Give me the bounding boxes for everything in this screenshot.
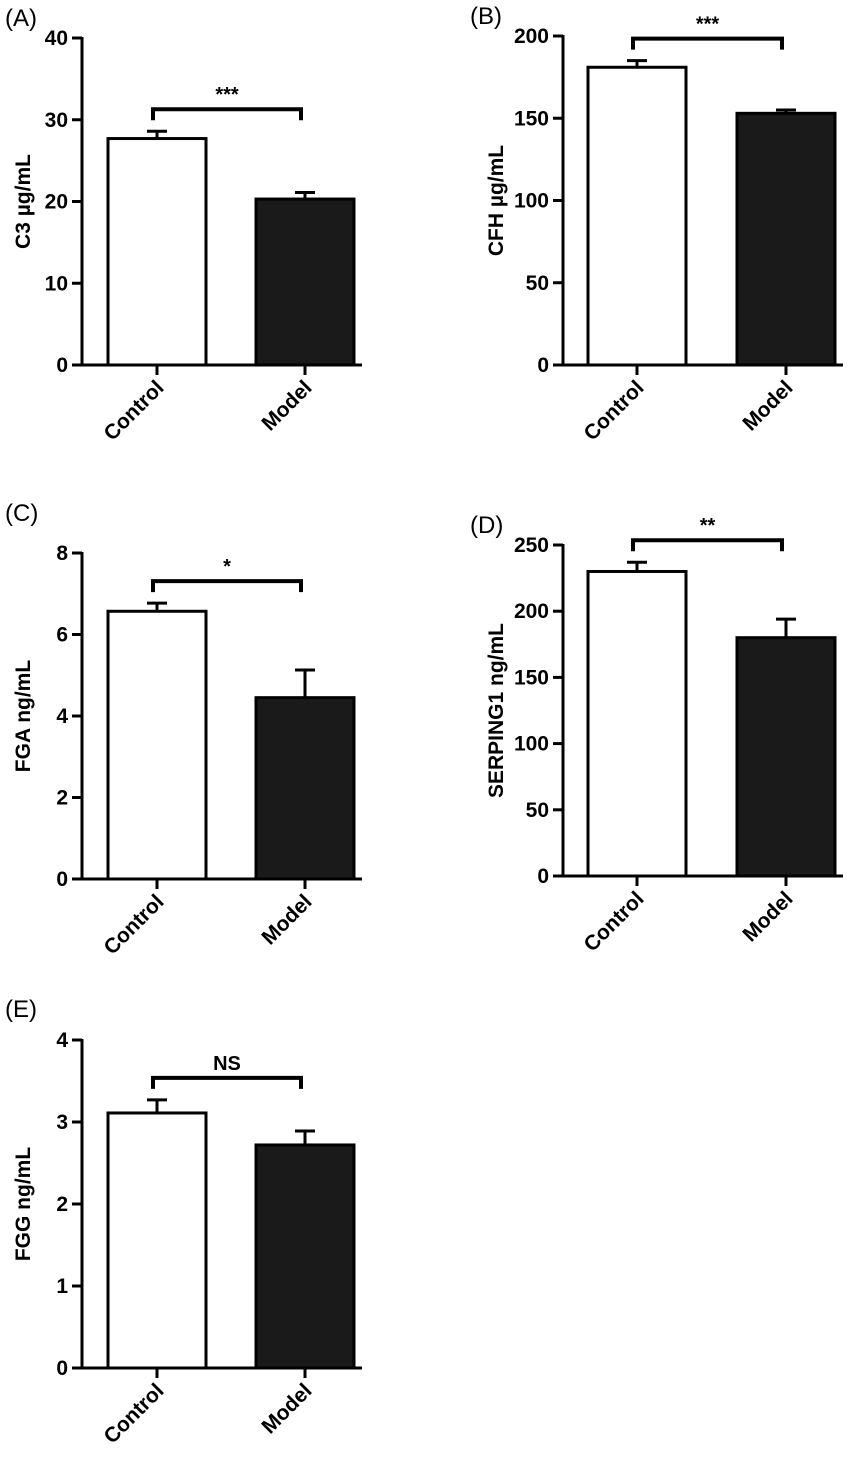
y-tick-label: 2 xyxy=(56,787,68,810)
x-tick-label-control: Control xyxy=(99,890,168,959)
chart-panel-a: (A) C3 µg/mL 0 10 20 30 40 Control Model *** xyxy=(5,5,362,445)
chart-panel-b: (B) CFH µg/mL 0 50 100 150 200 Control Model *** xyxy=(470,3,843,445)
panel-label: (C) xyxy=(5,500,38,527)
bar-control xyxy=(106,609,208,881)
bar-control xyxy=(106,137,208,367)
y-tick-label: 1 xyxy=(56,1275,68,1298)
significance-bracket xyxy=(631,538,784,552)
y-axis-title: SERPING1 ng/mL xyxy=(485,623,508,798)
chart-panel-e: (E) FGG ng/mL 0 1 2 3 4 Control Model NS xyxy=(5,996,362,1448)
y-tick-label: 30 xyxy=(45,109,68,132)
significance-bracket xyxy=(151,579,303,593)
x-tick-label-control: Control xyxy=(99,376,168,445)
y-tick-label: 200 xyxy=(514,25,549,48)
bar-control xyxy=(586,65,688,367)
significance-label: NS xyxy=(213,1053,241,1075)
x-tick-label-model: Model xyxy=(257,1379,316,1438)
y-tick-label: 4 xyxy=(56,1029,68,1052)
significance-bracket xyxy=(631,36,784,50)
panel-label: (A) xyxy=(5,5,37,32)
y-tick-label: 50 xyxy=(526,272,549,295)
x-tick-label-model: Model xyxy=(738,376,797,435)
significance-label: *** xyxy=(696,14,720,36)
chart-panel-c: (C) FGA ng/mL 0 2 4 6 8 Control Model * xyxy=(5,500,362,959)
y-tick-label: 0 xyxy=(537,865,549,888)
y-axis-title: FGG ng/mL xyxy=(12,1147,35,1261)
y-tick-label: 3 xyxy=(56,1111,68,1134)
y-tick-label: 6 xyxy=(56,624,68,647)
x-tick-label-control: Control xyxy=(579,887,648,956)
y-tick-label: 150 xyxy=(514,107,549,130)
significance-label: * xyxy=(223,556,231,578)
significance-bracket xyxy=(151,1075,303,1089)
bar-model xyxy=(735,636,837,878)
significance-label: *** xyxy=(215,84,239,106)
y-tick-label: 8 xyxy=(56,542,68,565)
y-axis-title: CFH µg/mL xyxy=(485,145,508,256)
y-tick-label: 150 xyxy=(514,666,549,689)
panel-label: (B) xyxy=(470,3,502,30)
y-tick-label: 200 xyxy=(514,600,549,623)
y-axis-title: FGA ng/mL xyxy=(12,660,35,773)
bar-model xyxy=(254,1143,356,1370)
x-tick-label-model: Model xyxy=(257,890,316,949)
y-tick-label: 10 xyxy=(45,272,68,295)
y-axis-title: C3 µg/mL xyxy=(12,154,35,249)
bar-model xyxy=(735,111,837,367)
bar-control xyxy=(586,569,688,878)
y-tick-label: 250 xyxy=(514,534,549,557)
bar-control xyxy=(106,1111,208,1370)
y-tick-label: 20 xyxy=(45,191,68,214)
y-tick-label: 50 xyxy=(526,799,549,822)
panel-label: (D) xyxy=(470,512,503,539)
y-tick-label: 0 xyxy=(537,354,549,377)
x-tick-label-control: Control xyxy=(99,1379,168,1448)
y-tick-label: 100 xyxy=(514,733,549,756)
y-tick-label: 0 xyxy=(56,868,68,891)
x-tick-label-model: Model xyxy=(257,376,316,435)
y-tick-label: 0 xyxy=(56,1357,68,1380)
significance-label: ** xyxy=(700,515,716,537)
x-tick-label-control: Control xyxy=(579,376,648,445)
y-tick-label: 0 xyxy=(56,354,68,377)
significance-bracket xyxy=(151,107,303,121)
y-tick-label: 40 xyxy=(45,27,68,50)
y-tick-label: 100 xyxy=(514,190,549,213)
y-tick-label: 4 xyxy=(56,705,68,728)
bar-model xyxy=(254,197,356,367)
bar-model xyxy=(254,696,356,881)
panel-label: (E) xyxy=(5,996,37,1023)
y-tick-label: 2 xyxy=(56,1193,68,1216)
chart-panel-d: (D) SERPING1 ng/mL 0 50 100 150 200 250 Control M… xyxy=(470,512,843,956)
x-tick-label-model: Model xyxy=(738,887,797,946)
